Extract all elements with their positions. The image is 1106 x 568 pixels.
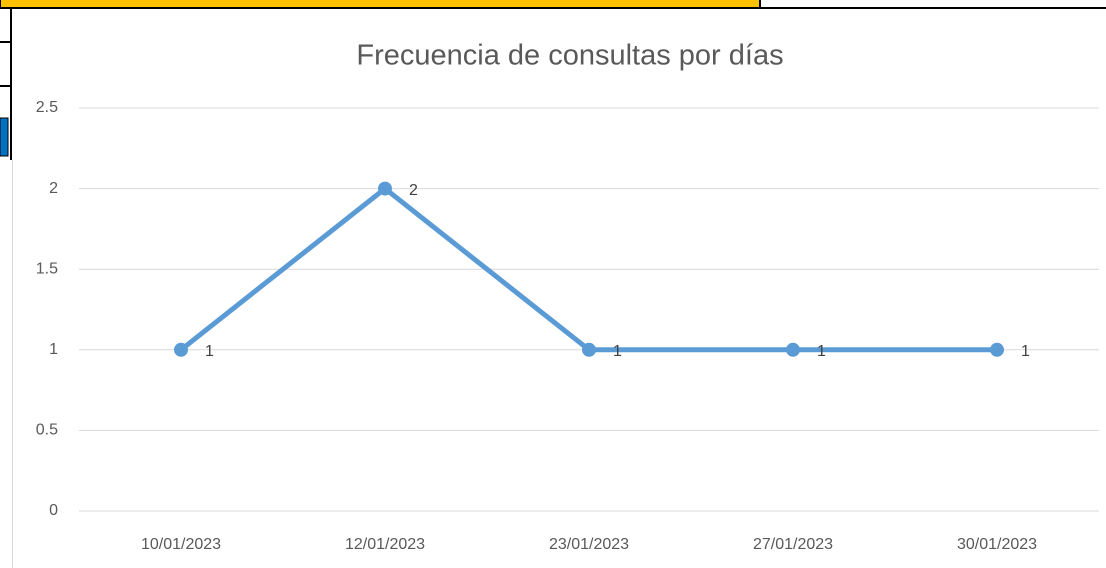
data-point: [174, 342, 188, 357]
y-tick-label: 2.5: [36, 99, 58, 116]
x-tick-label: 27/01/2023: [753, 536, 833, 553]
spreadsheet-cell: [0, 0, 761, 9]
x-tick-label: 12/01/2023: [345, 536, 425, 553]
x-tick-label: 10/01/2023: [141, 536, 221, 553]
data-label: 2: [409, 182, 418, 199]
spreadsheet-cell: [0, 117, 9, 157]
data-label: 1: [205, 343, 214, 360]
data-label: 1: [817, 343, 826, 360]
y-tick-label: 2: [49, 180, 58, 197]
data-point: [582, 342, 596, 357]
y-tick-label: 0.5: [36, 422, 58, 439]
data-point: [786, 342, 800, 357]
x-tick-label: 30/01/2023: [957, 536, 1037, 553]
y-tick-label: 1.5: [36, 260, 58, 277]
data-point: [378, 181, 392, 196]
x-tick-label: 23/01/2023: [549, 536, 629, 553]
data-label: 1: [1021, 343, 1030, 360]
y-tick-label: 0: [49, 502, 58, 519]
chart-title: Frecuencia de consultas por días: [356, 40, 783, 72]
data-label: 1: [613, 343, 622, 360]
data-point: [990, 342, 1004, 357]
y-tick-label: 1: [49, 341, 58, 358]
